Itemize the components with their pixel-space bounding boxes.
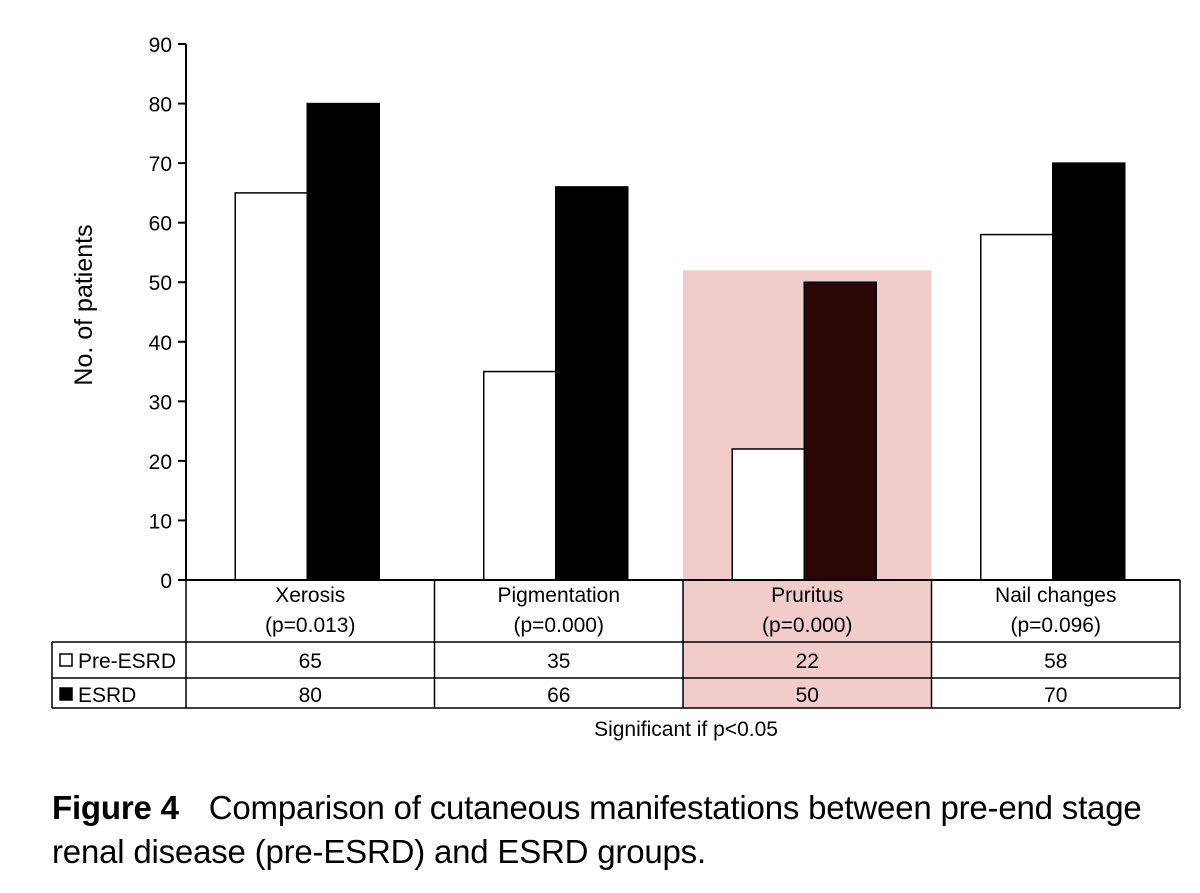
data-label: 35 <box>547 650 570 673</box>
category-label: Pigmentation <box>497 584 620 607</box>
legend-swatch-esrd <box>59 687 73 701</box>
y-tick-label: 10 <box>149 510 172 533</box>
y-tick-label: 30 <box>149 391 172 414</box>
data-label: 65 <box>299 650 322 673</box>
data-table: Xerosis (p=0.013) Pigmentation (p=0.000) Pru… <box>51 579 1181 709</box>
category-pvalue: (p=0.096) <box>1011 614 1101 637</box>
category-pvalue: (p=0.013) <box>265 614 355 637</box>
y-tick-label: 80 <box>149 94 172 117</box>
bar-pre-esrd-3 <box>980 233 1054 581</box>
y-tick-label: 40 <box>149 332 172 355</box>
y-tick-label: 90 <box>149 34 172 57</box>
bar-pre-esrd-0 <box>234 192 308 581</box>
y-tick-label: 60 <box>149 213 172 236</box>
bar-esrd-1 <box>555 186 629 581</box>
bar-esrd-2 <box>803 281 877 581</box>
bar-esrd-0 <box>306 102 380 581</box>
y-axis-label: No. of patients <box>70 224 98 385</box>
category-label: Pruritus <box>771 584 843 607</box>
y-tick-label: 20 <box>149 451 172 474</box>
bars-layer <box>234 102 1126 581</box>
figure-caption: Figure 4 Comparison of cutaneous manifest… <box>52 786 1162 874</box>
legend-label-esrd: ESRD <box>78 684 136 707</box>
category-pvalue: (p=0.000) <box>514 614 604 637</box>
bar-pre-esrd-1 <box>483 370 557 581</box>
axis-layer: 0 10 20 30 40 50 60 70 80 90 <box>149 34 187 593</box>
legend-label-pre-esrd: Pre-ESRD <box>78 650 176 673</box>
bar-pre-esrd-2 <box>731 448 805 581</box>
category-pvalue: (p=0.000) <box>762 614 852 637</box>
data-label: 50 <box>796 684 819 707</box>
y-tick-label: 0 <box>160 570 172 593</box>
data-label: 58 <box>1044 650 1067 673</box>
y-tick-label: 70 <box>149 153 172 176</box>
data-label: 66 <box>547 684 570 707</box>
legend-swatch-pre-esrd <box>59 653 73 667</box>
significance-note: Significant if p<0.05 <box>594 718 778 741</box>
y-tick-label: 50 <box>149 272 172 295</box>
figure-caption-text: Comparison of cutaneous manifestations b… <box>52 789 1142 870</box>
bar-chart: 0 10 20 30 40 50 60 70 80 90 Xerosis (p=0.013) Pigm… <box>51 34 1181 741</box>
figure-label: Figure 4 <box>52 789 179 826</box>
data-label: 22 <box>796 650 819 673</box>
bar-esrd-3 <box>1052 162 1126 581</box>
data-label: 70 <box>1044 684 1067 707</box>
category-label: Nail changes <box>995 584 1116 607</box>
category-label: Xerosis <box>275 584 345 607</box>
data-label: 80 <box>299 684 322 707</box>
